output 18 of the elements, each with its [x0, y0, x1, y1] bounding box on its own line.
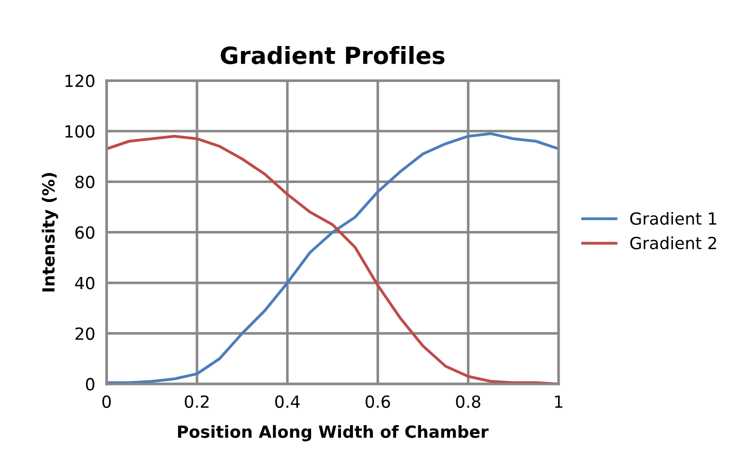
- chart-title: Gradient Profiles: [220, 46, 444, 64]
- y-tick-label: 20: [75, 327, 94, 340]
- y-tick-label: 0: [86, 378, 94, 391]
- x-axis-title: Position Along Width of Chamber: [178, 425, 489, 442]
- legend-label: Gradient 1: [630, 212, 716, 225]
- x-tick-label: 0.2: [184, 395, 209, 408]
- y-tick-label: 80: [75, 176, 94, 188]
- x-tick-label: 0: [102, 395, 111, 408]
- y-tick-label: 60: [75, 226, 94, 239]
- x-tick-label: 0.8: [456, 395, 480, 408]
- y-tick-label: 100: [65, 125, 94, 138]
- x-tick-label: 0.4: [275, 395, 300, 408]
- y-axis-title: Intensity (%): [42, 172, 58, 292]
- legend-label: Gradient 2: [630, 236, 716, 250]
- y-tick-label: 40: [75, 276, 94, 290]
- x-tick-label: 0.6: [366, 395, 390, 408]
- x-tick-label: 1: [555, 396, 562, 408]
- y-tick-label: 120: [65, 74, 94, 88]
